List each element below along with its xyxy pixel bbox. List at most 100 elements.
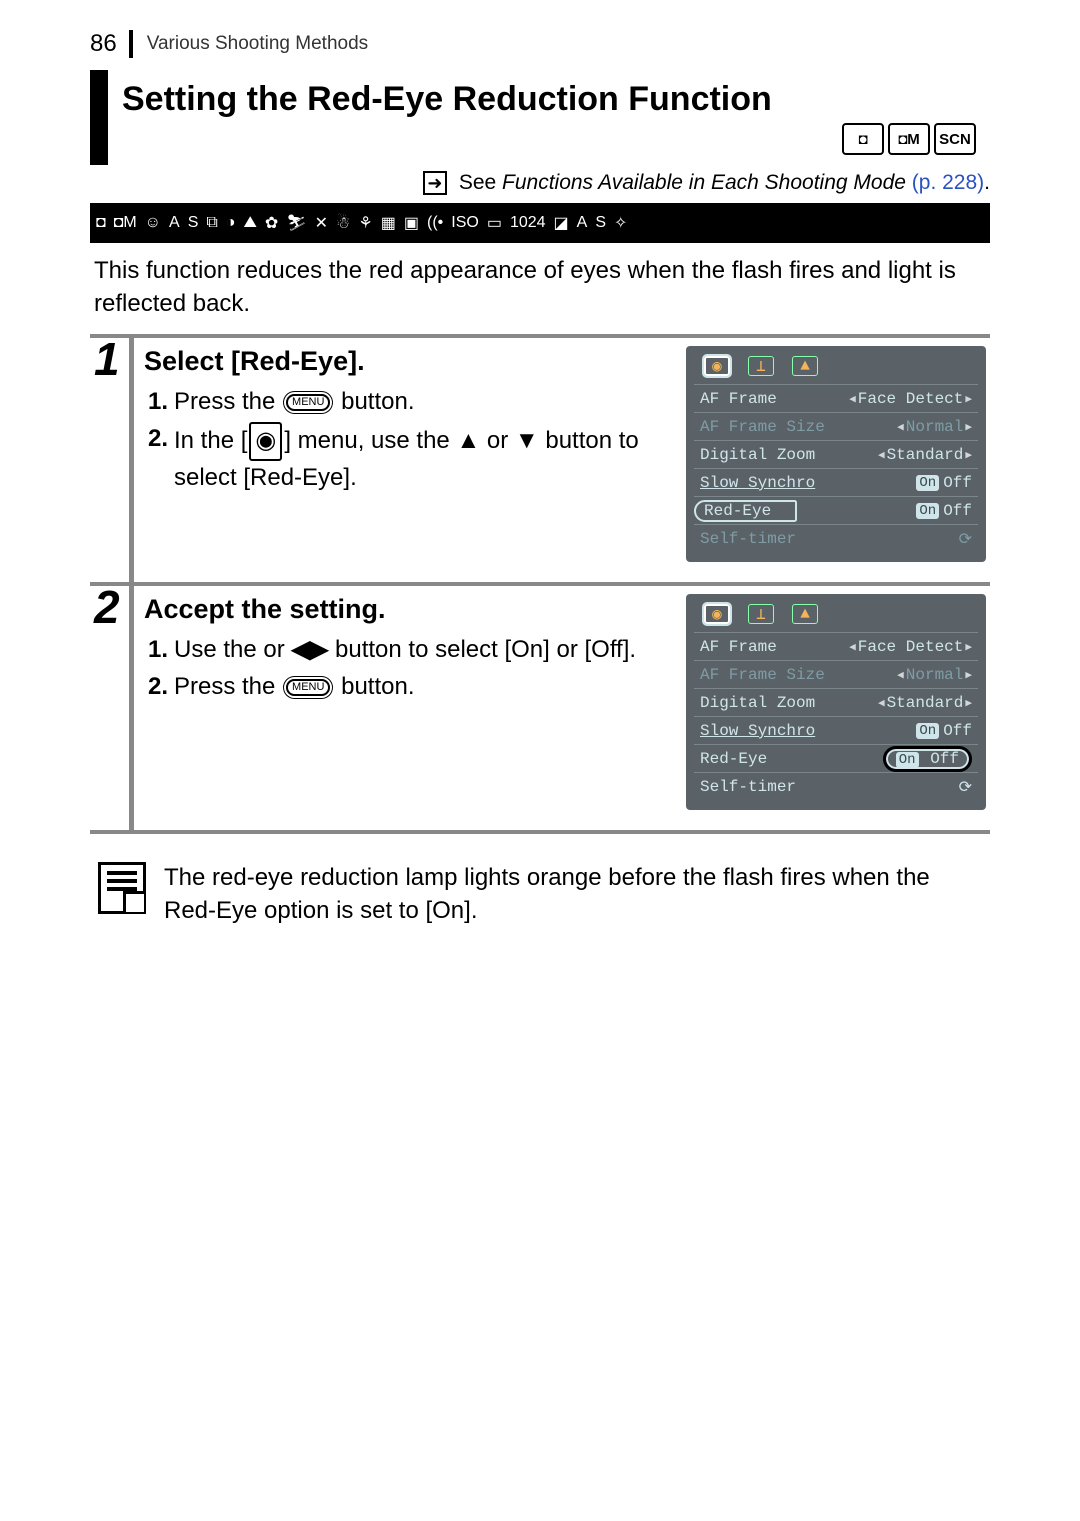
mode-glyph-icon: A — [169, 214, 180, 232]
step-item-text: In the [◉] menu, use the ▲ or ▼ button t… — [174, 422, 676, 496]
ref-prefix: See — [459, 171, 502, 194]
step-title: Accept the setting. — [144, 594, 676, 625]
ss-row-label: Digital Zoom — [700, 446, 815, 464]
menu-button-icon: MENU — [286, 679, 330, 696]
right-arrow-icon: ▶ — [965, 668, 972, 682]
ss-tab-icon: ◉ — [704, 356, 730, 376]
mode-icon: ◘M — [888, 123, 930, 155]
arrow-icon: ▶ — [310, 636, 328, 663]
step-body: Select [Red-Eye].1.Press the MENU button… — [134, 338, 990, 582]
ss-row: Slow Synchro On Off — [694, 716, 978, 744]
ss-row: Slow Synchro On Off — [694, 468, 978, 496]
camera-menu-screenshot: ◉⟂▲AF Frame◀Face Detect▶AF Frame Size◀No… — [686, 594, 986, 810]
step-item-number: 1. — [148, 633, 174, 668]
mode-glyph-icon: ◘M — [114, 214, 137, 232]
left-arrow-icon: ◀ — [897, 420, 904, 434]
step-number: 2 — [94, 580, 120, 634]
ss-row: Self-timer ⟳ — [694, 524, 978, 552]
mode-icon: ◘ — [842, 123, 884, 155]
ss-tab-icon: ⟂ — [748, 604, 774, 624]
step-item-text: Press the MENU button. — [174, 385, 415, 420]
ss-row-label: Red-Eye — [694, 500, 797, 522]
camera-icon: ◉ — [249, 422, 282, 461]
step-block: 1Select [Red-Eye].1.Press the MENU butto… — [90, 334, 990, 582]
note-text: The red-eye reduction lamp lights orange… — [164, 862, 982, 927]
ss-row: Red-EyeOn Off — [694, 744, 978, 772]
right-arrow-icon: ▶ — [965, 392, 972, 406]
step-item-number: 2. — [148, 670, 174, 705]
mode-glyph-icon: ((• — [427, 214, 443, 232]
mode-glyph-icon: ◘ — [96, 214, 106, 232]
ss-tab-icon: ⟂ — [748, 356, 774, 376]
mode-glyph-icon: A — [577, 214, 588, 232]
step-num-col: 1 — [90, 338, 134, 582]
ss-row: Self-timer ⟳ — [694, 772, 978, 800]
ss-row-label: Digital Zoom — [700, 694, 815, 712]
on-pill: On — [896, 752, 919, 768]
reference-line: ➜ See Functions Available in Each Shooti… — [90, 171, 990, 195]
left-arrow-icon: ◀ — [897, 668, 904, 682]
step-text-col: Select [Red-Eye].1.Press the MENU button… — [144, 346, 676, 562]
ss-row-label: Self-timer — [700, 530, 796, 548]
right-arrow-icon: ▶ — [965, 696, 972, 710]
step-text-col: Accept the setting. 1.Use the or ◀▶ butto… — [144, 594, 676, 810]
ss-row-value: ◀Face Detect▶ — [849, 390, 972, 408]
ss-tabs: ◉⟂▲ — [694, 356, 978, 384]
ss-row-label: Self-timer — [700, 778, 796, 796]
right-arrow-icon: ▶ — [965, 640, 972, 654]
mode-glyph-icon: ✧ — [614, 213, 627, 233]
mode-glyph-icon: ⧉ — [206, 214, 217, 232]
step-list: 1.Press the MENU button.2.In the [◉] men… — [144, 385, 676, 495]
step-item-number: 1. — [148, 385, 174, 420]
on-pill: On — [916, 723, 939, 739]
ss-row-value: ◀Normal▶ — [897, 418, 972, 436]
ss-row-value: On Off — [883, 746, 972, 772]
ss-row-value: ⟳ — [959, 529, 972, 549]
ss-row-value: ⟳ — [959, 777, 972, 797]
page-title: Setting the Red-Eye Reduction Function — [122, 80, 976, 119]
left-arrow-icon: ◀ — [849, 640, 856, 654]
on-pill: On — [916, 503, 939, 519]
ss-row: Red-EyeOn Off — [694, 496, 978, 524]
camera-menu-screenshot: ◉⟂▲AF Frame◀Face Detect▶AF Frame Size◀No… — [686, 346, 986, 562]
ref-page-link: (p. 228) — [906, 171, 984, 194]
step-block: 2 Accept the setting. 1.Use the or ◀▶ butt… — [90, 582, 990, 834]
mode-glyph-icon: S — [595, 214, 606, 232]
ss-row-label: Slow Synchro — [700, 474, 815, 492]
mode-glyph-icon: 1024 — [510, 214, 546, 232]
ss-tabs: ◉ ⟂ ▲ — [694, 604, 978, 632]
left-arrow-icon: ◀ — [849, 392, 856, 406]
title-box: Setting the Red-Eye Reduction Function ◘… — [90, 70, 990, 165]
ss-row-value: ◀Normal▶ — [897, 666, 972, 684]
step-item: 1.Press the MENU button. — [148, 385, 676, 420]
mode-glyph-icon: ✕ — [315, 213, 328, 233]
ss-tab-icon: ◉ — [704, 604, 730, 624]
ss-row-label: AF Frame — [700, 638, 777, 656]
mode-glyph-icon: ISO — [451, 214, 479, 232]
step-body: Accept the setting. 1.Use the or ◀▶ butto… — [134, 586, 990, 830]
intro-text: This function reduces the red appearance… — [94, 255, 986, 320]
ss-row-label: Slow Synchro — [700, 722, 815, 740]
ss-row-value: ◀Standard▶ — [878, 446, 972, 464]
mode-glyph-icon: ▣ — [404, 213, 419, 233]
ss-tab-icon: ▲ — [792, 604, 818, 624]
ss-row-value: On Off — [916, 474, 972, 492]
note-row: The red-eye reduction lamp lights orange… — [90, 862, 990, 927]
mode-glyph-icon: ◑ — [226, 214, 236, 232]
page-number: 86 — [90, 30, 133, 58]
ss-row: AF Frame Size◀Normal▶ — [694, 660, 978, 688]
mode-glyph-icon: ⛷ — [286, 213, 306, 233]
mode-glyph-icon: ✿ — [265, 213, 278, 233]
arrow-icon: ▼ — [515, 427, 539, 454]
mode-glyph-icon: ☃ — [336, 213, 350, 233]
ss-row-value: On Off — [916, 722, 972, 740]
step-item-text: Press the MENU button. — [174, 670, 415, 705]
mode-glyph-icon: ⛰ — [243, 214, 256, 232]
right-arrow-icon: ▶ — [965, 420, 972, 434]
ss-row: Digital Zoom ◀Standard▶ — [694, 440, 978, 468]
section-label: Various Shooting Methods — [147, 33, 368, 55]
step-item: 1.Use the or ◀▶ button to select [On] or… — [148, 633, 676, 668]
menu-button-icon: MENU — [286, 394, 330, 411]
ss-row-value: ◀Standard▶ — [878, 694, 972, 712]
step-item: 2.Press the MENU button. — [148, 670, 676, 705]
